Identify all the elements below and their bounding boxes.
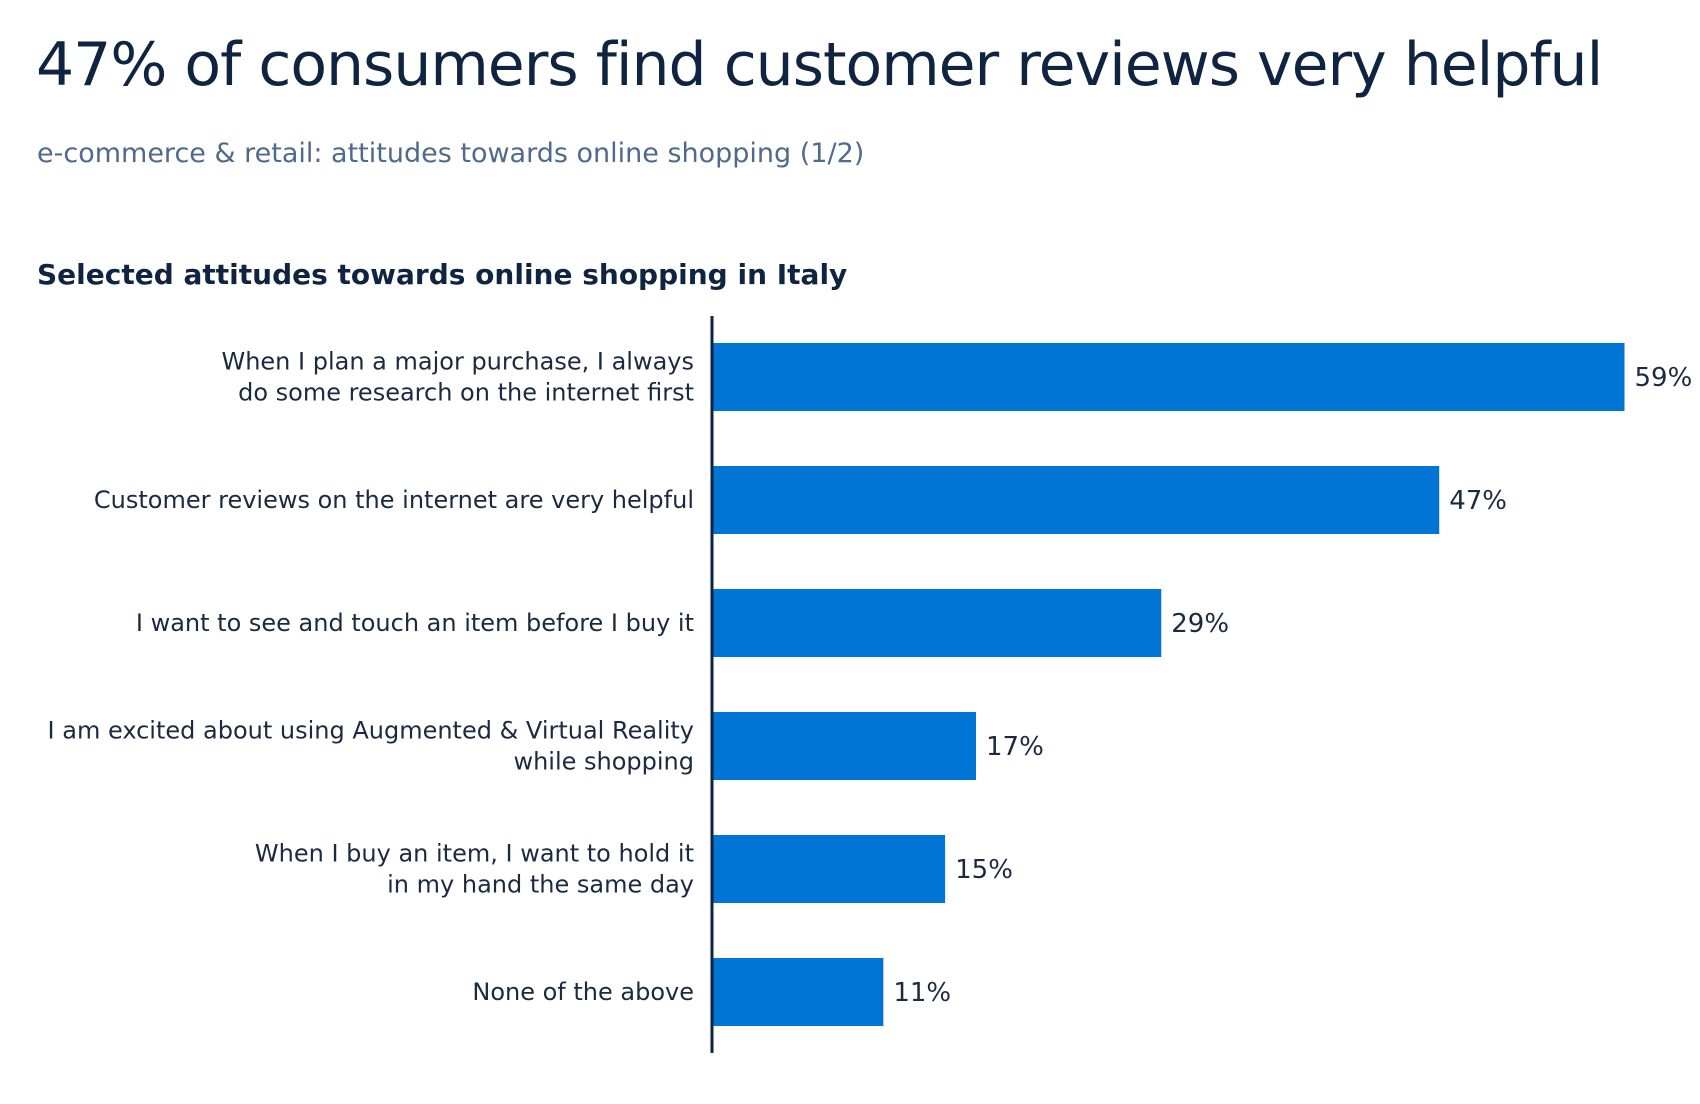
category-label-5: When I buy an item, I want to hold it in … (255, 840, 694, 899)
category-label-line: Customer reviews on the internet are ver… (94, 486, 694, 514)
chart-title: Selected attitudes towards online shoppi… (37, 258, 848, 291)
category-label-1: When I plan a major purchase, I always do… (221, 348, 694, 407)
category-label-line: When I buy an item, I want to hold it (255, 840, 694, 868)
category-label-3: I want to see and touch an item before I… (136, 609, 694, 637)
value-label-4: 17% (986, 732, 1044, 762)
category-label-line: When I plan a major purchase, I always (221, 348, 694, 376)
page-subtitle: e-commerce & retail: attitudes towards o… (37, 138, 865, 169)
value-label-3: 29% (1171, 609, 1229, 639)
category-label-line: I want to see and touch an item before I… (136, 609, 694, 637)
bar-1 (713, 343, 1625, 411)
category-label-line: do some research on the internet first (238, 379, 694, 407)
category-label-line: while shopping (513, 748, 694, 776)
category-label-6: None of the above (472, 978, 694, 1006)
bar-5 (713, 835, 946, 903)
category-label-2: Customer reviews on the internet are ver… (94, 486, 694, 514)
value-label-5: 15% (955, 855, 1013, 885)
category-label-line: in my hand the same day (387, 871, 694, 899)
value-label-6: 11% (893, 978, 951, 1008)
bar-6 (713, 958, 884, 1026)
bar-4 (713, 712, 976, 780)
bar-2 (713, 466, 1440, 534)
bar-3 (713, 589, 1162, 657)
category-label-line: I am excited about using Augmented & Vir… (48, 717, 694, 745)
category-label-line: None of the above (472, 978, 694, 1006)
page-title: 47% of consumers find customer reviews v… (36, 30, 1603, 100)
value-label-2: 47% (1449, 486, 1507, 516)
category-label-4: I am excited about using Augmented & Vir… (48, 717, 694, 776)
value-label-1: 59% (1635, 363, 1693, 393)
